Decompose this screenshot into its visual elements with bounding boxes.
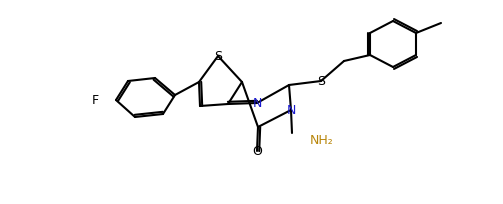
Text: O: O	[252, 145, 262, 158]
Text: S: S	[317, 75, 325, 88]
Text: N: N	[253, 97, 262, 110]
Text: S: S	[214, 50, 222, 63]
Text: NH₂: NH₂	[310, 134, 334, 147]
Text: N: N	[286, 104, 296, 117]
Text: F: F	[92, 94, 99, 107]
